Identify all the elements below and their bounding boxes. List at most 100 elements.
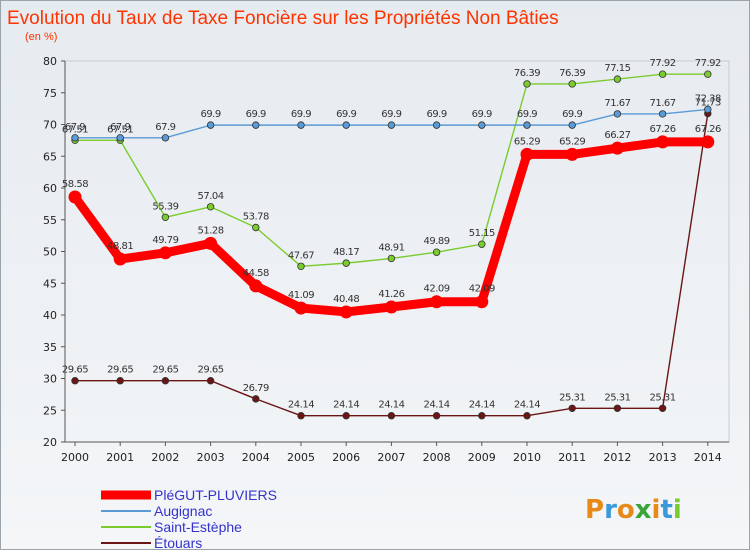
data-label: 72.38 bbox=[695, 93, 721, 104]
data-point bbox=[523, 412, 531, 420]
logo-letter: r bbox=[604, 495, 617, 525]
data-point bbox=[523, 80, 531, 88]
data-label: 29.65 bbox=[62, 365, 88, 376]
logo-letter: x bbox=[635, 495, 652, 525]
data-label: 24.14 bbox=[333, 400, 359, 411]
data-point bbox=[701, 135, 715, 149]
data-label: 67.26 bbox=[650, 124, 676, 135]
data-label: 25.31 bbox=[604, 392, 630, 403]
data-label: 48.81 bbox=[107, 241, 133, 252]
data-point bbox=[523, 121, 531, 129]
data-point bbox=[613, 110, 622, 118]
data-label: 69.9 bbox=[336, 109, 356, 120]
data-label: 69.9 bbox=[562, 109, 582, 120]
data-label: 44.58 bbox=[243, 268, 269, 279]
data-label: 57.04 bbox=[198, 191, 224, 202]
data-label: 29.65 bbox=[198, 365, 224, 376]
series-layer: 29.65 29.65 29.65 29.65 26.79 24.14 24.14 24.14… bbox=[62, 58, 721, 420]
data-point bbox=[71, 134, 79, 142]
data-label: 48.17 bbox=[333, 247, 359, 258]
data-point bbox=[339, 305, 353, 319]
data-point bbox=[116, 134, 124, 142]
data-label: 47.67 bbox=[288, 250, 314, 261]
data-point bbox=[387, 412, 396, 420]
data-label: 77.92 bbox=[650, 58, 676, 69]
data-point bbox=[656, 135, 670, 149]
x-tick-label: 2000 bbox=[61, 451, 89, 464]
legend-label: Saint-Estèphe bbox=[154, 519, 242, 535]
logo-letter: t bbox=[660, 495, 672, 525]
data-label: 41.26 bbox=[378, 289, 404, 300]
data-label: 58.58 bbox=[62, 179, 88, 190]
data-point bbox=[568, 80, 576, 88]
data-label: 69.9 bbox=[426, 109, 446, 120]
data-point bbox=[613, 404, 622, 412]
data-label: 24.14 bbox=[514, 400, 540, 411]
data-label: 69.9 bbox=[517, 109, 537, 120]
y-tick-label: 40 bbox=[43, 309, 57, 322]
data-point bbox=[704, 70, 712, 78]
x-tick-label: 2008 bbox=[423, 451, 451, 464]
data-point bbox=[294, 301, 308, 315]
data-label: 49.89 bbox=[424, 236, 450, 247]
data-point bbox=[432, 412, 441, 420]
data-label: 69.9 bbox=[472, 109, 492, 120]
series-saint-est-phe: 67.51 67.51 55.39 57.04 53.78 47.67 48.17 48.91… bbox=[62, 58, 721, 270]
data-label: 67.26 bbox=[695, 124, 721, 135]
data-point bbox=[206, 203, 215, 211]
data-point bbox=[206, 377, 215, 385]
data-label: 29.65 bbox=[152, 365, 178, 376]
data-point bbox=[478, 412, 486, 420]
logo-letter: i bbox=[652, 495, 661, 525]
x-tick-label: 2004 bbox=[242, 451, 270, 464]
y-tick-label: 45 bbox=[43, 277, 57, 290]
data-point bbox=[387, 254, 396, 263]
data-point bbox=[68, 190, 82, 204]
data-point bbox=[475, 295, 489, 309]
data-point bbox=[297, 121, 305, 129]
data-label: 55.39 bbox=[152, 201, 178, 212]
data-point bbox=[610, 141, 624, 155]
data-label: 24.14 bbox=[424, 400, 450, 411]
data-label: 71.67 bbox=[604, 98, 630, 109]
data-label: 26.79 bbox=[243, 383, 269, 394]
data-point bbox=[384, 300, 398, 314]
data-point bbox=[704, 105, 712, 114]
x-tick-label: 2003 bbox=[197, 451, 225, 464]
data-label: 24.14 bbox=[288, 400, 314, 411]
data-label: 69.9 bbox=[200, 109, 220, 120]
data-label: 77.92 bbox=[695, 58, 721, 69]
data-point bbox=[204, 236, 218, 250]
data-point bbox=[161, 134, 170, 142]
data-label: 25.31 bbox=[650, 392, 676, 403]
y-tick-label: 55 bbox=[43, 214, 57, 227]
chart-subtitle: (en %) bbox=[25, 31, 57, 43]
data-label: 65.29 bbox=[514, 136, 540, 147]
data-point bbox=[161, 377, 170, 385]
axes: 20 25 30 35 40 45 50 55 60 65 70 75 80 2000 2001 2002 20… bbox=[43, 55, 730, 464]
x-tick-label: 2009 bbox=[468, 451, 496, 464]
data-label: 67.51 bbox=[107, 124, 133, 135]
data-label: 67.9 bbox=[110, 122, 130, 133]
y-tick-label: 50 bbox=[43, 246, 57, 259]
x-tick-label: 2006 bbox=[332, 451, 360, 464]
y-tick-label: 65 bbox=[43, 150, 57, 163]
x-tick-label: 2013 bbox=[649, 451, 677, 464]
data-point bbox=[387, 121, 396, 129]
data-label: 49.79 bbox=[152, 235, 178, 246]
data-point bbox=[113, 252, 127, 266]
data-point bbox=[116, 377, 124, 385]
data-point bbox=[252, 223, 260, 232]
legend-label: Augignac bbox=[154, 503, 212, 519]
series-augignac: 67.9 67.9 67.9 69.9 69.9 69.9 69.9 69.9 69.9 69.9… bbox=[65, 93, 721, 142]
data-point bbox=[342, 121, 350, 129]
series-pl-gut-pluviers: 58.58 48.81 49.79 51.28 44.58 41.09 40.48 41.26… bbox=[62, 124, 721, 319]
data-label: 51.15 bbox=[469, 228, 495, 239]
data-point bbox=[565, 147, 579, 161]
data-label: 25.31 bbox=[559, 392, 585, 403]
x-tick-label: 2002 bbox=[151, 451, 179, 464]
proxiti-logo: Proxiti bbox=[585, 495, 682, 525]
data-point bbox=[249, 279, 263, 293]
